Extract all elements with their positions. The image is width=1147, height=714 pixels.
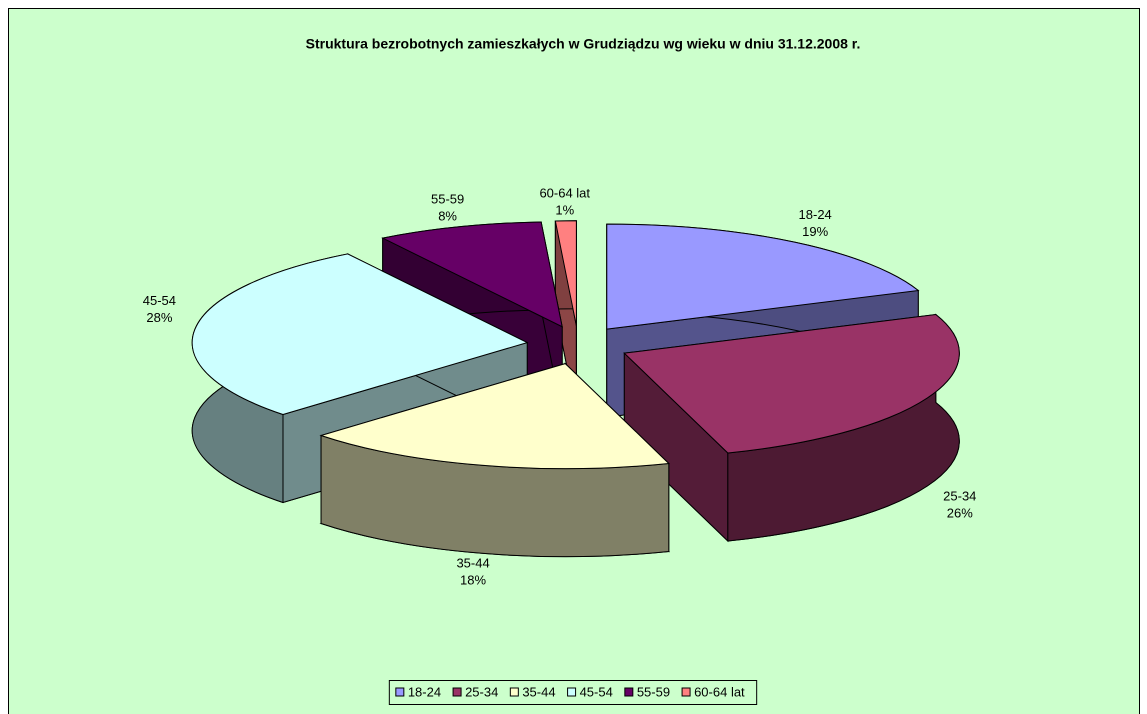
slice-top (319, 363, 670, 470)
data-label: 19% (802, 224, 828, 239)
data-label: 1% (555, 203, 574, 218)
legend-label: 35-44 (522, 684, 555, 699)
slice (319, 362, 670, 558)
legend-swatch (681, 687, 691, 697)
legend-label: 18-24 (408, 684, 441, 699)
data-label: 8% (438, 209, 457, 224)
data-label-category: 55-59 (431, 192, 464, 207)
legend-label: 25-34 (465, 684, 498, 699)
slice-top (381, 221, 563, 328)
legend-swatch (509, 687, 519, 697)
slice-top (623, 313, 960, 454)
slice-top (554, 220, 577, 326)
slice-top (606, 223, 920, 330)
data-label-category: 45-54 (143, 293, 176, 308)
slice-top (191, 253, 529, 415)
data-label-category: 25-34 (943, 489, 976, 504)
legend-swatch (567, 687, 577, 697)
data-label-category: 18-24 (799, 207, 832, 222)
chart-title: Struktura bezrobotnych zamieszkałych w G… (306, 36, 861, 52)
data-label: 26% (947, 506, 973, 521)
legend-swatch (395, 687, 405, 697)
legend: 18-24 25-34 35-44 45-54 55-59 60-64 lat (388, 680, 758, 705)
legend-label: 55-59 (637, 684, 670, 699)
data-label-category: 35-44 (456, 555, 489, 570)
legend-label: 45-54 (580, 684, 613, 699)
slice (623, 313, 960, 543)
data-label: 18% (460, 572, 486, 587)
data-label-category: 60-64 lat (539, 186, 590, 201)
legend-swatch (452, 687, 462, 697)
legend-swatch (624, 687, 634, 697)
data-label: 28% (146, 310, 172, 325)
legend-label: 60-64 lat (694, 684, 745, 699)
